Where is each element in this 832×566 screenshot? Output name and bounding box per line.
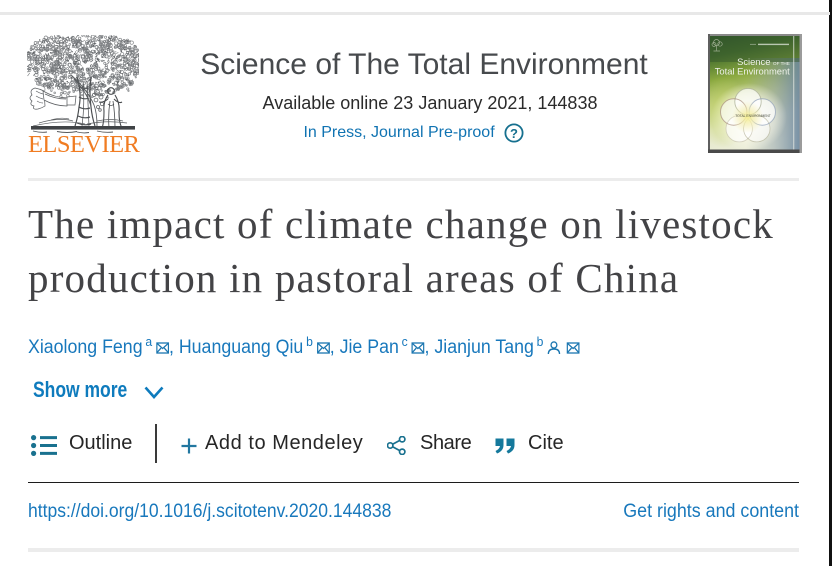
svg-text:Total Environment: Total Environment <box>715 66 790 77</box>
svg-text:?: ? <box>510 126 518 141</box>
svg-text:Science OF THE: Science OF THE <box>737 56 790 67</box>
svg-text:TOTAL ENVIRONMENT: TOTAL ENVIRONMENT <box>735 114 771 118</box>
